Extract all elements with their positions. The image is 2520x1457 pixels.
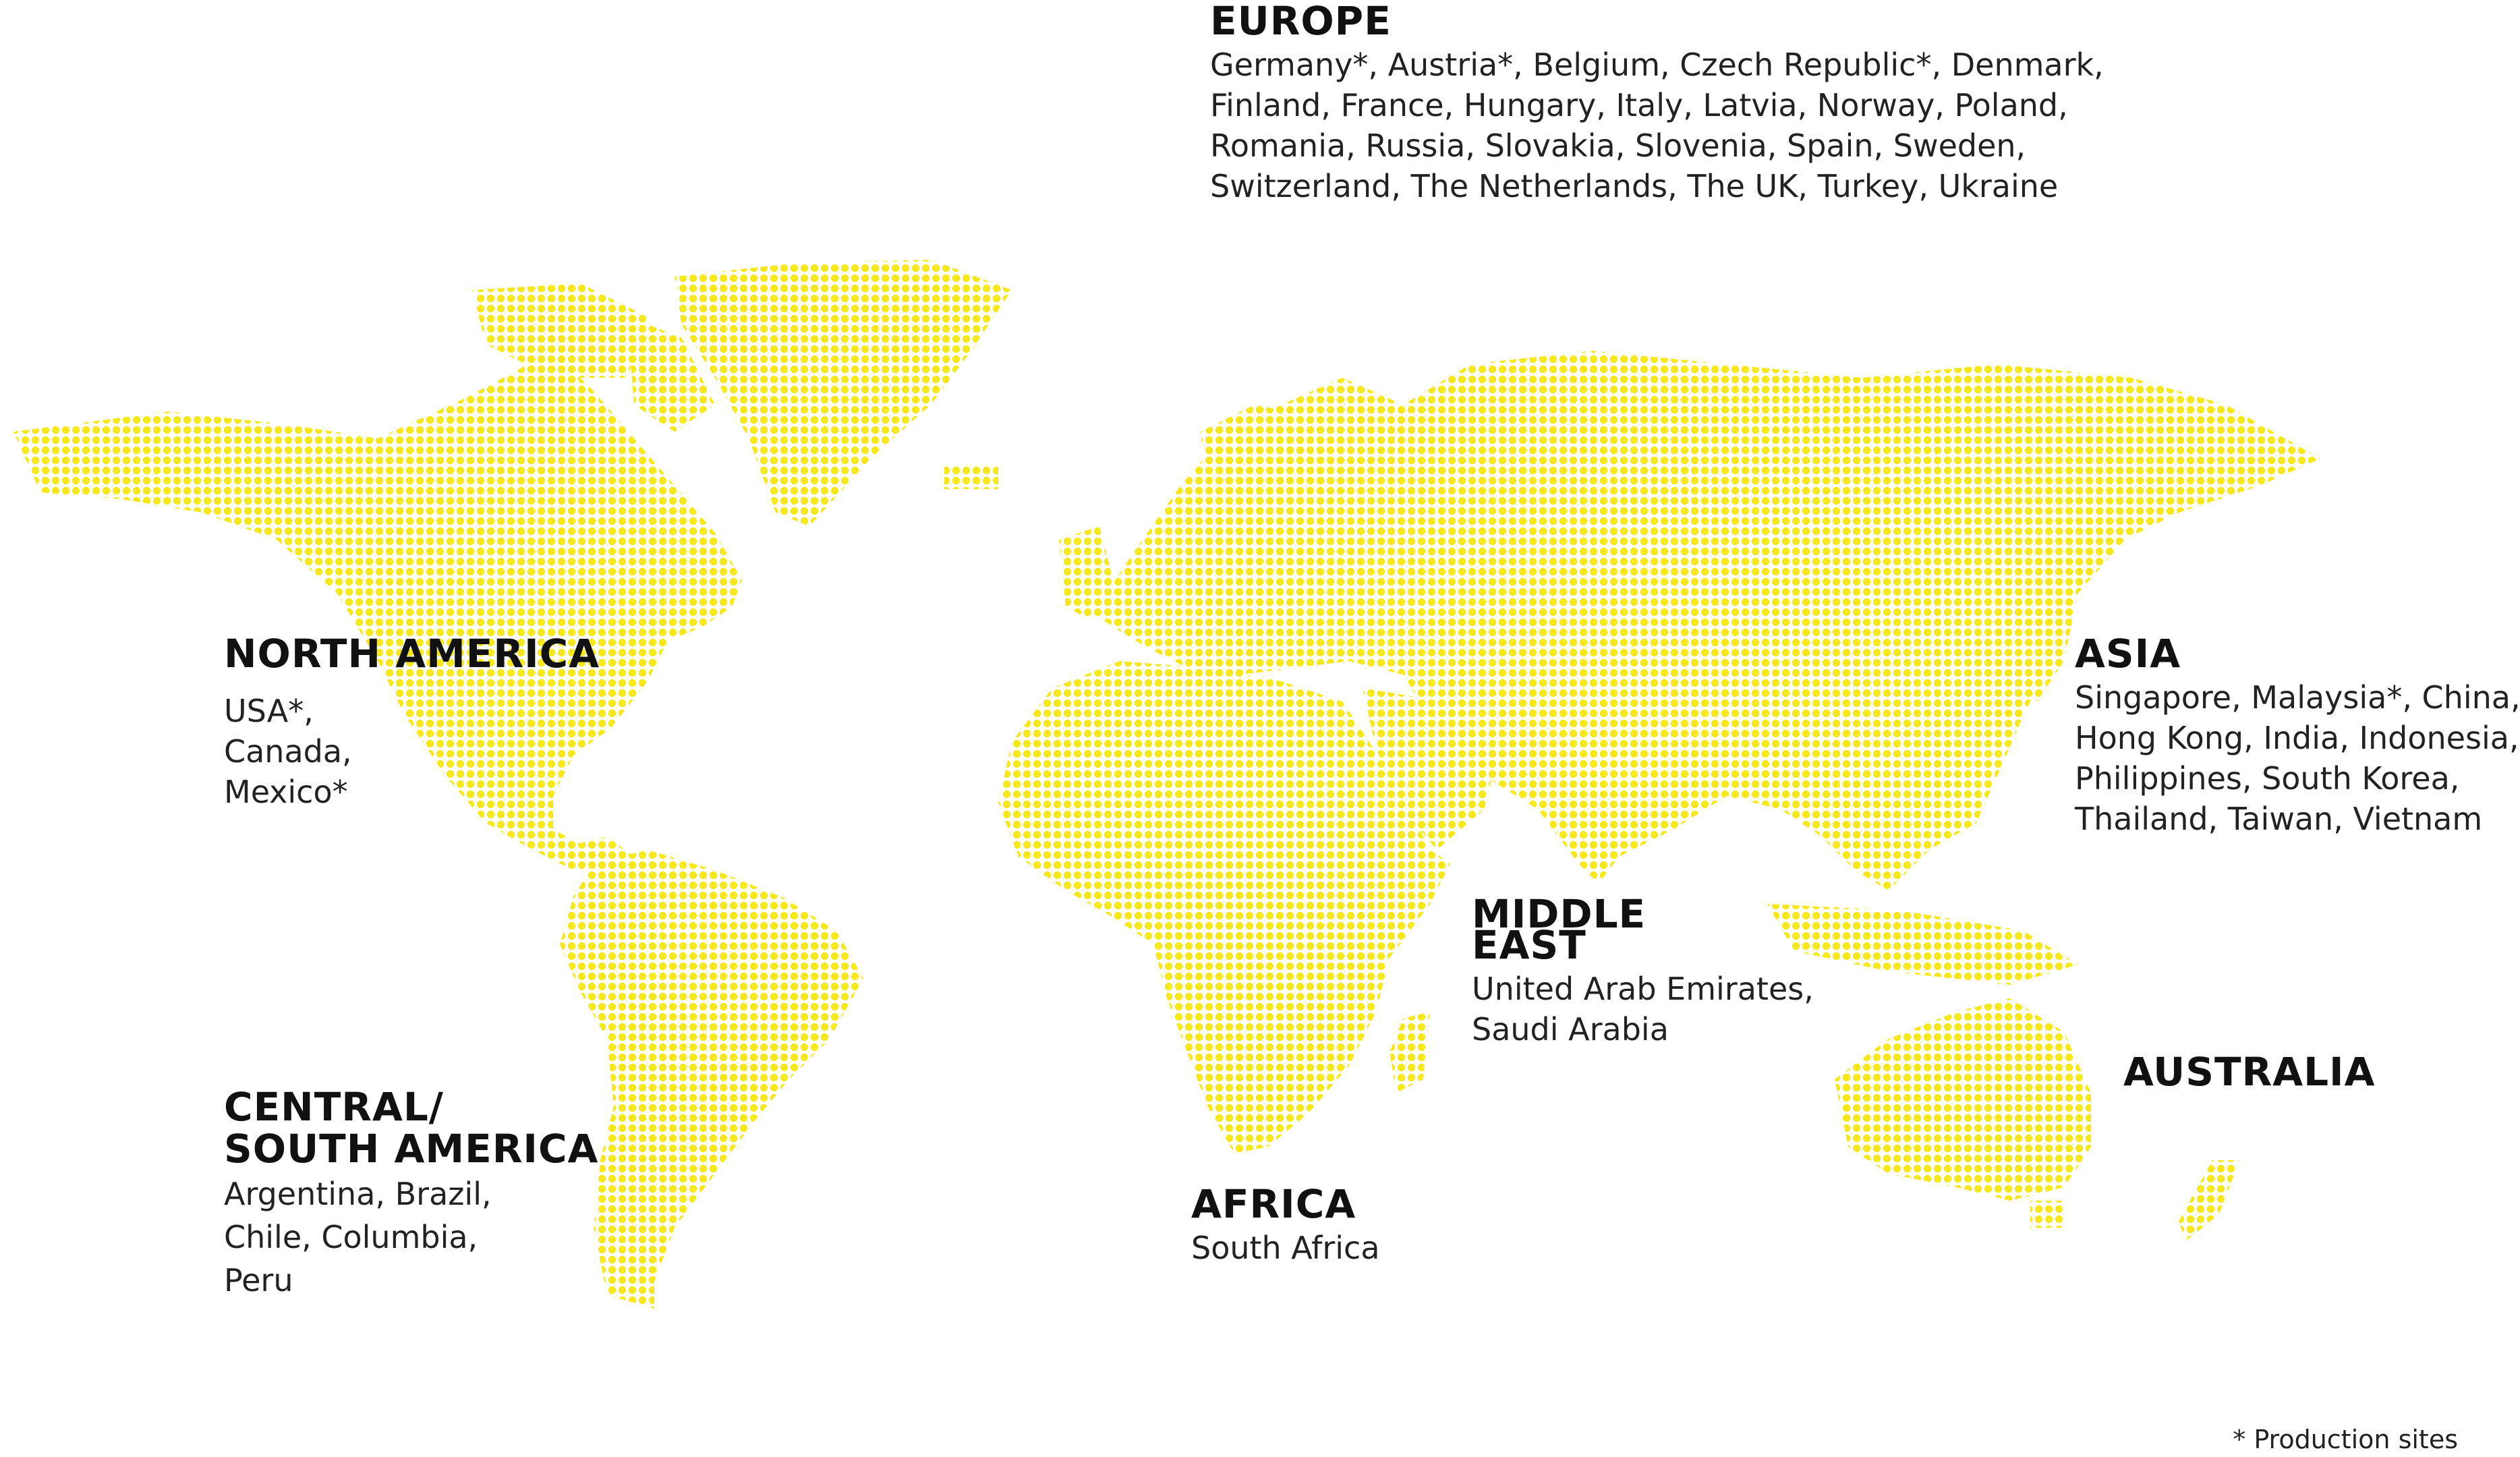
region-australia-title-line: AUSTRALIA bbox=[2123, 1049, 2376, 1095]
landmass-eurasia bbox=[1093, 351, 2320, 890]
landmass-scandinavia bbox=[1201, 405, 1349, 540]
landmass-australia bbox=[1835, 998, 2091, 1201]
region-asia-title-line: ASIA bbox=[2075, 631, 2181, 677]
region-middle-east-title: MIDDLE EAST bbox=[1472, 893, 1814, 966]
region-asia-countries: Singapore, Malaysia*, China, Hong Kong, … bbox=[2075, 677, 2520, 839]
country-list-line: Switzerland, The Netherlands, The UK, Tu… bbox=[1210, 168, 2059, 204]
region-middle-east: MIDDLE EAST United Arab Emirates, Saudi … bbox=[1472, 893, 1814, 1050]
region-europe-title: EUROPE bbox=[1210, 0, 2104, 42]
region-central-south-america-title-line: CENTRAL/ bbox=[224, 1084, 444, 1130]
country-list-line: Thailand, Taiwan, Vietnam bbox=[2075, 801, 2483, 837]
region-africa-countries: South Africa bbox=[1191, 1228, 1380, 1268]
landmass-indonesia bbox=[1767, 904, 2078, 985]
region-north-america: NORTH AMERICA USA*, Canada, Mexico* bbox=[224, 633, 600, 812]
country-list-line: Argentina, Brazil, bbox=[224, 1176, 492, 1212]
region-asia-title: ASIA bbox=[2075, 633, 2520, 675]
landmass-baffin bbox=[627, 317, 715, 432]
landmass-japan bbox=[2017, 587, 2078, 702]
country-list-line: South Africa bbox=[1191, 1230, 1380, 1266]
country-list-line: USA*, bbox=[224, 693, 314, 729]
region-north-america-title: NORTH AMERICA bbox=[224, 633, 600, 675]
landmass-africa bbox=[998, 661, 1450, 1153]
landmass-british-isles bbox=[1059, 526, 1113, 621]
country-list-line: Saudi Arabia bbox=[1472, 1011, 1669, 1048]
country-list-line: United Arab Emirates, bbox=[1472, 971, 1814, 1007]
region-central-south-america-title-line: SOUTH AMERICA bbox=[224, 1126, 599, 1172]
region-middle-east-title-line: EAST bbox=[1472, 922, 1586, 968]
country-list-line: Hong Kong, India, Indonesia, bbox=[2075, 720, 2519, 756]
country-list-line: Mexico* bbox=[224, 774, 348, 810]
landmass-south-america bbox=[560, 850, 863, 1309]
country-list-line: Chile, Columbia, bbox=[224, 1219, 478, 1255]
region-central-south-america-countries: Argentina, Brazil, Chile, Columbia, Peru bbox=[224, 1172, 598, 1302]
region-middle-east-title-line: MIDDLE bbox=[1472, 891, 1646, 937]
landmass-new-zealand bbox=[2179, 1160, 2239, 1241]
region-north-america-title-line: NORTH AMERICA bbox=[224, 631, 600, 677]
landmass-iceland bbox=[944, 465, 998, 489]
country-list-line: Germany*, Austria*, Belgium, Czech Repub… bbox=[1210, 47, 2104, 83]
region-europe: EUROPE Germany*, Austria*, Belgium, Czec… bbox=[1210, 0, 2104, 206]
landmass-arctic-islands bbox=[472, 283, 648, 378]
landmass-tasmania bbox=[2030, 1201, 2064, 1228]
landmass-greenland bbox=[675, 260, 1012, 526]
region-asia: ASIA Singapore, Malaysia*, China, Hong K… bbox=[2075, 633, 2520, 839]
region-europe-title-line: EUROPE bbox=[1210, 0, 1392, 44]
region-central-south-america: CENTRAL/ SOUTH AMERICA Argentina, Brazil… bbox=[224, 1086, 598, 1302]
region-middle-east-countries: United Arab Emirates, Saudi Arabia bbox=[1472, 969, 1814, 1050]
country-list-line: Canada, bbox=[224, 733, 352, 770]
country-list-line: Finland, France, Hungary, Italy, Latvia,… bbox=[1210, 87, 2068, 123]
region-australia-title: AUSTRALIA bbox=[2123, 1051, 2376, 1093]
country-list-line: Peru bbox=[224, 1262, 293, 1298]
landmass-north-america bbox=[13, 351, 742, 877]
production-sites-footnote: * Production sites bbox=[2233, 1425, 2458, 1454]
country-list-line: Romania, Russia, Slovakia, Slovenia, Spa… bbox=[1210, 127, 2026, 164]
region-africa: AFRICA South Africa bbox=[1191, 1183, 1380, 1268]
region-africa-title: AFRICA bbox=[1191, 1183, 1380, 1225]
country-list-line: Philippines, South Korea, bbox=[2075, 760, 2460, 797]
region-africa-title-line: AFRICA bbox=[1191, 1181, 1356, 1227]
landmass-madagascar bbox=[1390, 1012, 1430, 1093]
landmass-arabia bbox=[1363, 688, 1497, 850]
region-europe-countries: Germany*, Austria*, Belgium, Czech Repub… bbox=[1210, 45, 2104, 206]
region-central-south-america-title: CENTRAL/ SOUTH AMERICA bbox=[224, 1086, 598, 1170]
region-australia: AUSTRALIA bbox=[2123, 1051, 2376, 1093]
country-list-line: Singapore, Malaysia*, China, bbox=[2075, 679, 2520, 716]
region-north-america-countries: USA*, Canada, Mexico* bbox=[224, 691, 600, 812]
